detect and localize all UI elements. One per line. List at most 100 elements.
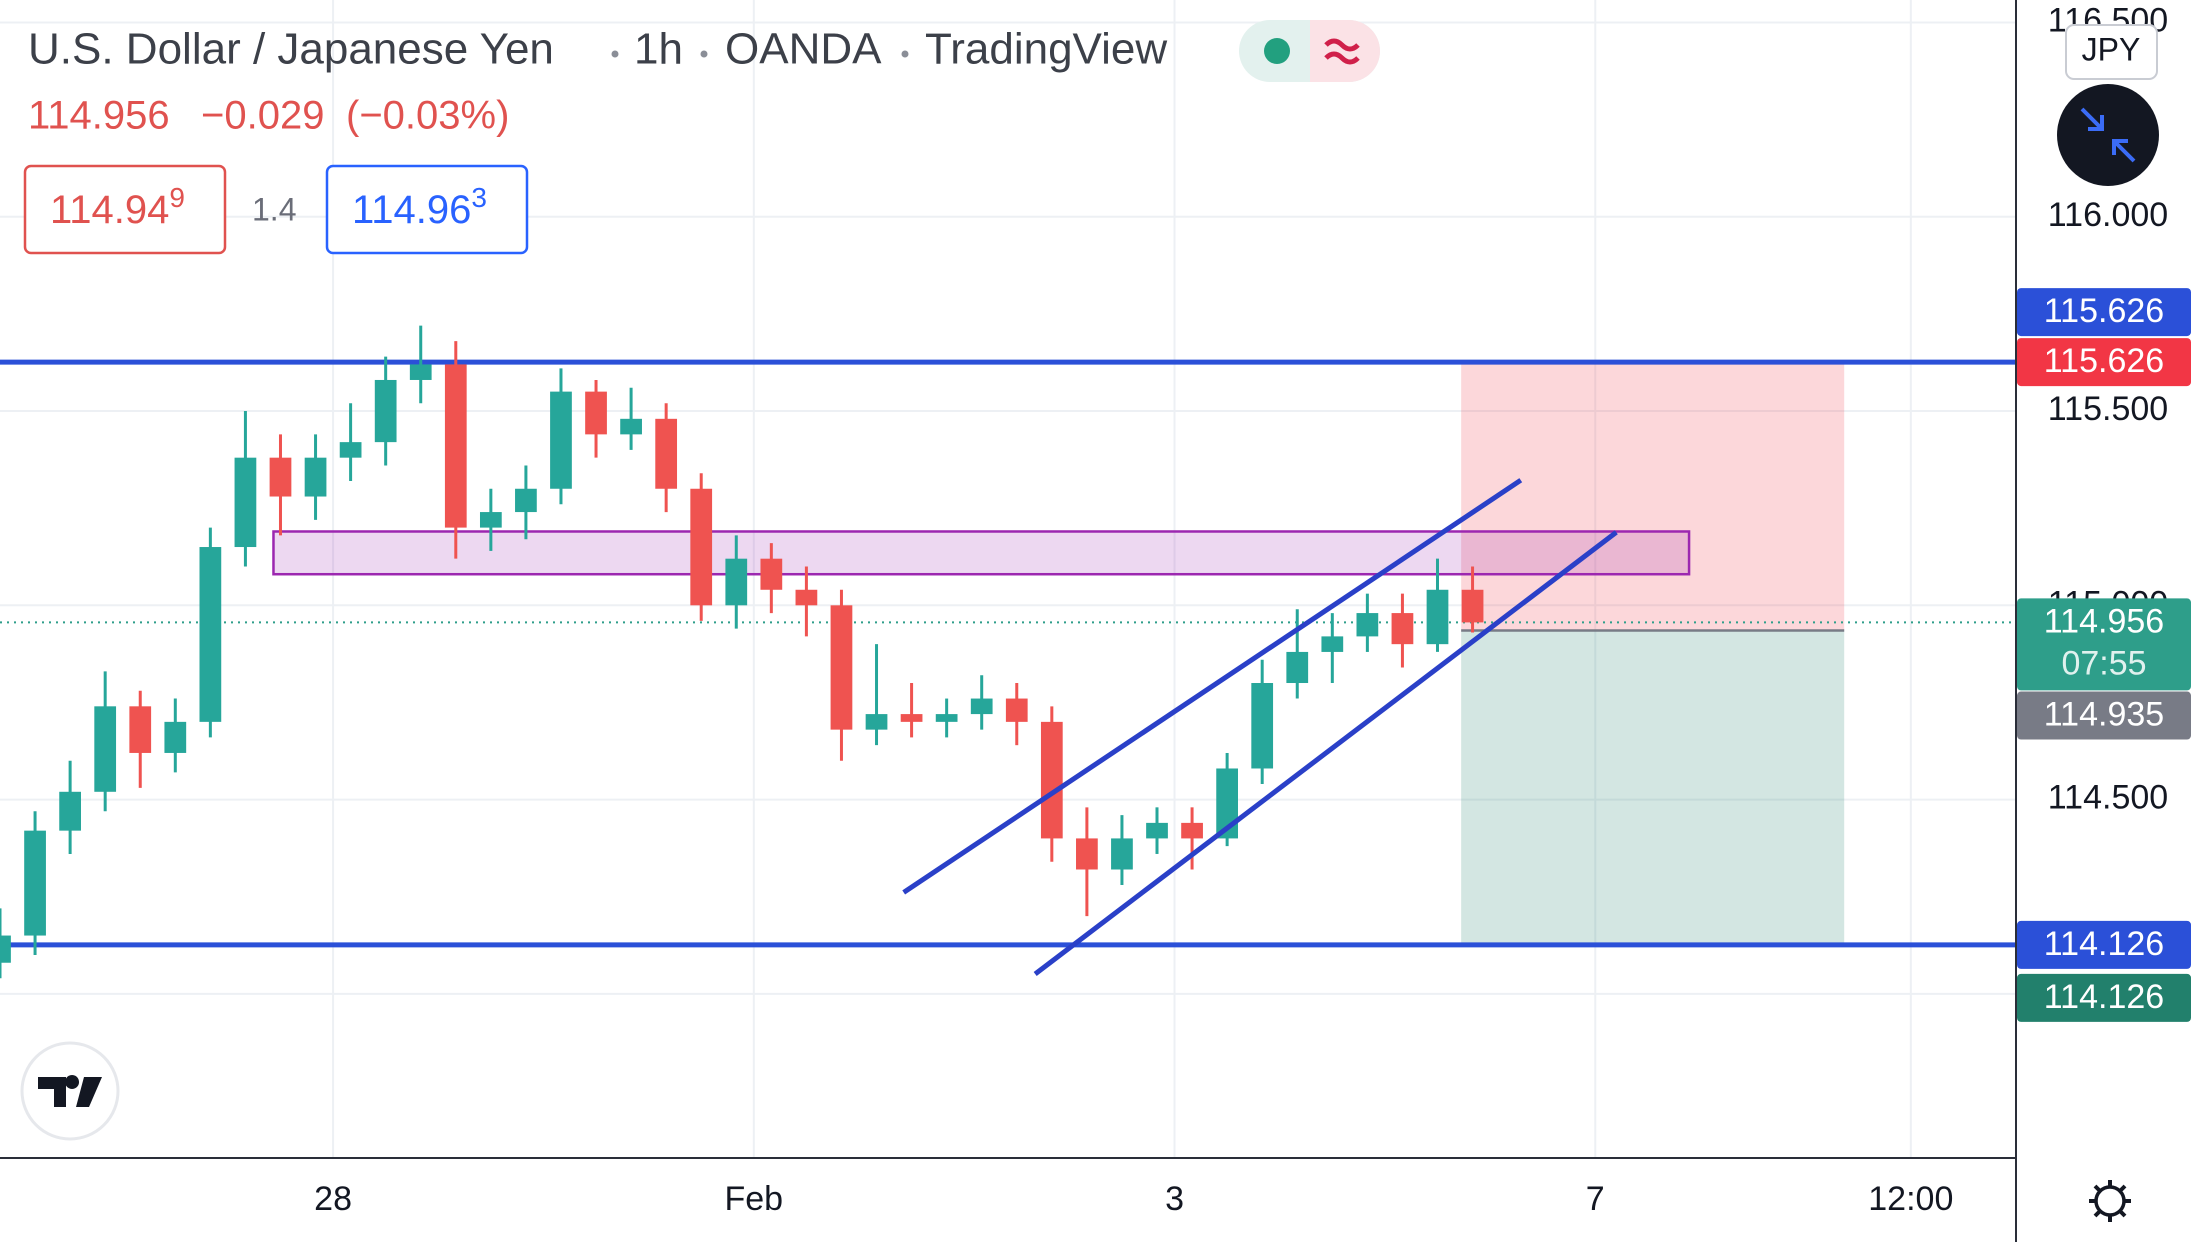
candle-body	[199, 547, 222, 722]
entry-label: 114.935	[2044, 696, 2164, 734]
candle-body	[1426, 589, 1449, 645]
header: U.S. Dollar / Japanese Yen 1h OANDA Trad…	[23, 20, 1380, 255]
candle-body	[1356, 613, 1379, 637]
tradingview-logo[interactable]	[20, 1041, 120, 1141]
sell-price-main: 114.94	[50, 188, 169, 232]
candle-body	[304, 457, 327, 497]
candle-body	[1111, 838, 1133, 870]
x-tick-label: 7	[1586, 1180, 1605, 1218]
candle-body	[24, 830, 46, 936]
candle-body	[1146, 822, 1168, 839]
countdown: 07:55	[2061, 644, 2146, 682]
level-label-box	[2017, 920, 2191, 969]
delayed-icon	[1324, 38, 1360, 65]
interval[interactable]: 1h	[634, 25, 683, 74]
candle-body	[585, 391, 607, 435]
broker: OANDA	[725, 25, 882, 74]
candle-body	[0, 935, 11, 963]
candle-body	[339, 442, 362, 458]
target-label-box	[2017, 973, 2191, 1022]
candle-body	[515, 488, 537, 513]
candle-body	[690, 488, 713, 606]
y-tick-label: 115.500	[2048, 390, 2168, 428]
collapse-icon	[2080, 107, 2136, 163]
currency-box	[2065, 24, 2158, 80]
candle-body	[900, 714, 923, 722]
buy-price-main: 114.96	[352, 188, 471, 232]
candle-body	[795, 589, 818, 606]
candle-body	[94, 706, 117, 792]
candle-body	[1286, 651, 1309, 684]
separator	[611, 50, 619, 58]
currency: JPY	[2082, 31, 2141, 67]
buy-price: 114.963	[352, 182, 487, 231]
axes: 114.000114.500115.000115.500116.000116.5…	[314, 2, 2191, 1218]
candle-body	[620, 418, 642, 435]
sell-button[interactable]: 114.949	[23, 164, 227, 255]
sell-box	[23, 164, 227, 255]
candle-body	[1251, 683, 1274, 769]
gear-teeth	[2089, 1180, 2131, 1222]
collapse-circle	[2057, 84, 2159, 186]
logo-mark	[38, 1075, 102, 1107]
candle-body	[1321, 636, 1344, 652]
time-axis-bg	[0, 1158, 2208, 1242]
separator	[700, 50, 708, 58]
last-price: 114.956	[28, 94, 170, 138]
symbol-name: U.S. Dollar / Japanese Yen	[28, 25, 554, 74]
logo-circle	[20, 1041, 120, 1141]
candle-body	[725, 558, 748, 606]
plot-area	[0, 0, 2016, 1157]
supply-zone	[272, 530, 1691, 576]
candle-body	[409, 364, 432, 380]
sell-price: 114.949	[50, 182, 185, 231]
y-tick-label: 116.000	[2048, 196, 2168, 234]
status-pill[interactable]	[1239, 20, 1380, 82]
candle-body	[865, 714, 888, 730]
candle-body	[1461, 589, 1484, 623]
collapse-button[interactable]	[2057, 84, 2159, 186]
candle-body	[655, 418, 678, 489]
target-label: 114.126	[2044, 978, 2164, 1016]
x-tick-label: Feb	[725, 1180, 784, 1218]
candle-body	[59, 791, 81, 831]
buy-box	[325, 164, 529, 255]
candle-body	[269, 457, 292, 497]
candle-body	[234, 457, 257, 548]
level-label-box	[2017, 288, 2191, 337]
stop-label: 115.626	[2044, 342, 2164, 380]
candle-body	[935, 714, 958, 722]
last-price-label: 114.956	[2044, 602, 2164, 640]
pill-bg-right	[1310, 20, 1380, 82]
candle-body	[479, 512, 502, 528]
settings-button[interactable]	[2089, 1180, 2131, 1222]
market-open-dot	[1264, 38, 1290, 64]
sell-price-pip: 9	[169, 182, 185, 213]
target-zone	[1461, 630, 1845, 945]
buy-button[interactable]: 114.963	[325, 164, 529, 255]
channel-line	[902, 478, 1523, 895]
candle-body	[374, 379, 397, 443]
candle-body	[164, 721, 187, 753]
stop-label-box	[2017, 338, 2191, 387]
candle-body	[444, 364, 467, 528]
change: −0.029	[201, 94, 324, 138]
candle-body	[830, 605, 853, 730]
x-tick-label: 12:00	[1868, 1180, 1953, 1218]
channel-line	[1033, 530, 1618, 976]
currency-button[interactable]: JPY	[2065, 24, 2158, 80]
candle-body	[1040, 721, 1063, 839]
x-tick-label: 3	[1165, 1180, 1184, 1218]
candle-body	[970, 698, 993, 715]
candle-body	[550, 391, 572, 489]
platform: TradingView	[925, 25, 1167, 74]
buy-price-pip: 3	[471, 182, 487, 213]
candle-body	[760, 558, 783, 590]
candle-body	[129, 706, 152, 753]
candle-body	[1005, 698, 1028, 722]
last-price-box	[2017, 598, 2191, 691]
change-percent: (−0.03%)	[346, 94, 509, 138]
level-label: 114.126	[2044, 925, 2164, 963]
level-label: 115.626	[2044, 292, 2164, 330]
